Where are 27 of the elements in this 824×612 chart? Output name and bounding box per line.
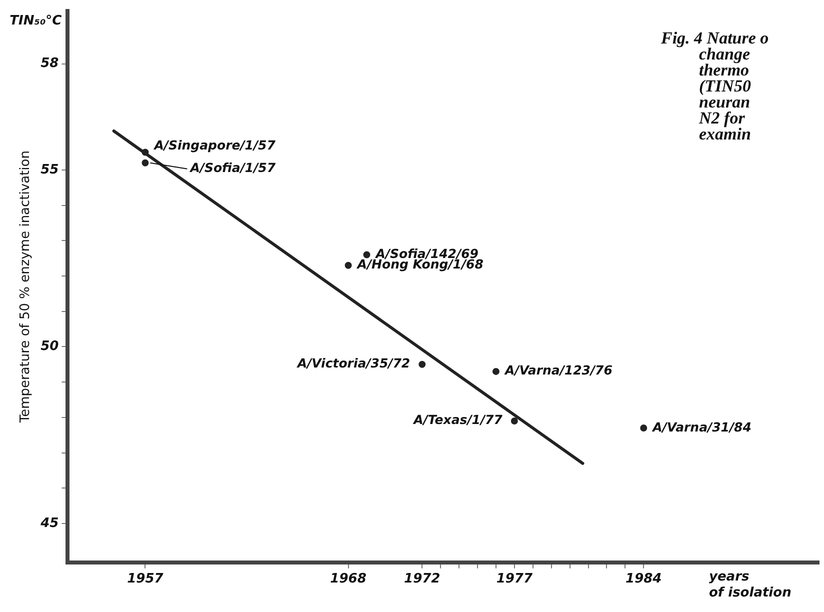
x-tick-label: 1977 [496, 572, 534, 587]
annotation: A/Texas/1/77 [412, 412, 503, 428]
point [344, 262, 352, 269]
point [510, 417, 518, 424]
y-tick-label: 45 [40, 516, 59, 531]
annotation: A/Sofia/1/57 [189, 160, 276, 176]
annotation: A/Varna/123/76 [504, 362, 613, 378]
x-tick-label: 1957 [127, 572, 164, 587]
annotation: A/Singapore/1/57 [153, 137, 276, 152]
point [640, 424, 648, 432]
y-tick-label: 50 [40, 339, 59, 354]
text: TIN₅₀°C [10, 14, 62, 29]
point [492, 368, 500, 375]
x-tick-label: 1984 [626, 572, 662, 587]
x-tick-label: 1968 [330, 572, 366, 587]
x-axis-title: years of isolation [709, 569, 792, 600]
x-tick-label: 1972 [404, 572, 440, 587]
point [418, 360, 426, 368]
y-axis-title: Temperature of 50 % enzyme inactivation [18, 150, 34, 424]
y-tick-label: 55 [40, 162, 59, 178]
point [142, 148, 149, 156]
annotation: A/Victoria/35/72 [296, 356, 410, 371]
annotation: A/Varna/31/84 [652, 419, 752, 434]
y-tick-label: 58 [40, 56, 59, 72]
annotation: Fig. 4 Nature o change thermo (TIN50 neuran N2 for examin [660, 28, 769, 144]
point [363, 251, 370, 258]
point [142, 159, 149, 166]
